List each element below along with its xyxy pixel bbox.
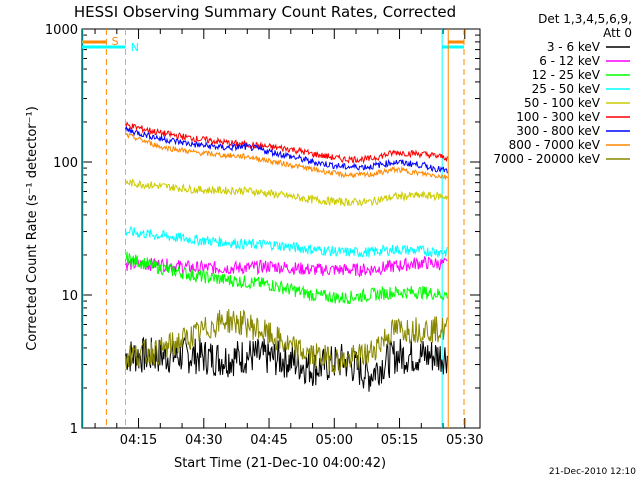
y-tick-label: 1 (70, 422, 78, 437)
series-line (125, 308, 448, 374)
series-line (125, 225, 448, 259)
x-tick-label: 05:00 (316, 433, 353, 448)
series-line (125, 132, 448, 181)
series-line (125, 251, 448, 305)
x-tick-label: 05:30 (446, 433, 483, 448)
plot-frame (81, 28, 481, 429)
y-tick-label: 100 (53, 156, 78, 171)
series-line (125, 126, 448, 174)
y-tick-label: 10 (61, 289, 78, 304)
legend-entry-label: 100 - 300 keV (516, 110, 600, 124)
legend-entry-label: 300 - 800 keV (516, 124, 600, 138)
legend-entry-label: 6 - 12 keV (539, 54, 601, 68)
legend-entry-label: 800 - 7000 keV (509, 138, 601, 152)
x-tick-label: 05:15 (381, 433, 418, 448)
legend-entry-label: 3 - 6 keV (547, 40, 601, 54)
x-axis-label: Start Time (21-Dec-10 04:00:42) (174, 456, 386, 471)
x-tick-label: 04:30 (185, 433, 222, 448)
legend-entry-label: 12 - 25 keV (532, 68, 601, 82)
legend-entry-label: 50 - 100 keV (524, 96, 601, 110)
legend-header: Det 1,3,4,5,6,9, (538, 12, 632, 26)
series-line (125, 336, 448, 392)
footer-date: 21-Dec-2010 12:10 (549, 467, 636, 477)
chart-title: HESSI Observing Summary Count Rates, Cor… (74, 3, 456, 21)
series-line (125, 178, 448, 207)
legend-entry-label: 25 - 50 keV (532, 82, 601, 96)
legend-entry-label: 7000 - 20000 keV (493, 152, 600, 166)
annotation-label: N (131, 41, 139, 54)
x-tick-label: 04:15 (120, 433, 157, 448)
annotation-label: S (112, 35, 119, 48)
series-line (125, 255, 448, 278)
y-tick-label: 1000 (45, 23, 78, 38)
series-line (125, 121, 448, 165)
y-axis-label: Corrected Count Rate (s⁻¹ detector⁻¹) (25, 106, 40, 351)
x-tick-label: 04:45 (250, 433, 287, 448)
legend-header: Att 0 (603, 26, 632, 40)
